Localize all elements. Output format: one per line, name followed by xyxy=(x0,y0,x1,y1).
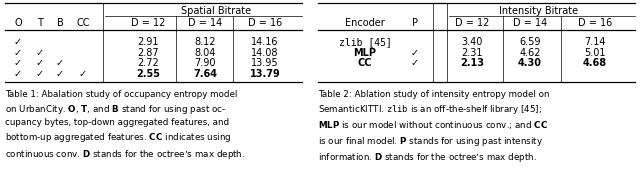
Text: ✓: ✓ xyxy=(14,48,22,58)
Text: 14.08: 14.08 xyxy=(252,48,279,58)
Text: Spatial Bitrate: Spatial Bitrate xyxy=(181,6,252,16)
Text: 7.14: 7.14 xyxy=(584,37,605,47)
Text: D = 12: D = 12 xyxy=(455,18,489,28)
Text: ✓: ✓ xyxy=(14,37,22,47)
Text: Intensity Bitrate: Intensity Bitrate xyxy=(499,6,578,16)
Text: ✓: ✓ xyxy=(411,58,419,68)
Text: D = 16: D = 16 xyxy=(578,18,612,28)
Text: D = 14: D = 14 xyxy=(513,18,547,28)
Text: ✓: ✓ xyxy=(36,48,44,58)
Text: ✓: ✓ xyxy=(36,58,44,68)
Text: O: O xyxy=(14,18,22,28)
Text: 7.90: 7.90 xyxy=(195,58,216,68)
Text: Table 1: Abalation study of occupancy entropy model
on UrbanCity. $\mathbf{O}$, : Table 1: Abalation study of occupancy en… xyxy=(5,90,245,161)
Text: 8.04: 8.04 xyxy=(195,48,216,58)
Text: 3.40: 3.40 xyxy=(461,37,483,47)
Text: 2.87: 2.87 xyxy=(137,48,159,58)
Text: ✓: ✓ xyxy=(56,58,64,68)
Text: 2.13: 2.13 xyxy=(460,58,484,68)
Text: 6.59: 6.59 xyxy=(519,37,541,47)
Text: 14.16: 14.16 xyxy=(252,37,279,47)
Text: 4.62: 4.62 xyxy=(519,48,541,58)
Text: ✓: ✓ xyxy=(411,48,419,58)
Text: ✓: ✓ xyxy=(14,69,22,79)
Text: ✓: ✓ xyxy=(79,69,87,79)
Text: ✓: ✓ xyxy=(36,69,44,79)
Text: 2.72: 2.72 xyxy=(137,58,159,68)
Text: D = 12: D = 12 xyxy=(131,18,165,28)
Text: Encoder: Encoder xyxy=(345,18,385,28)
Text: T: T xyxy=(37,18,43,28)
Text: CC: CC xyxy=(358,58,372,68)
Text: 2.91: 2.91 xyxy=(137,37,159,47)
Text: zlib [45]: zlib [45] xyxy=(339,37,392,47)
Text: MLP: MLP xyxy=(353,48,376,58)
Text: ✓: ✓ xyxy=(56,69,64,79)
Text: 4.68: 4.68 xyxy=(583,58,607,68)
Text: 13.95: 13.95 xyxy=(251,58,279,68)
Text: B: B xyxy=(56,18,63,28)
Text: Table 2: Ablation study of intensity entropy model on
SemanticKITTI. $\mathtt{zl: Table 2: Ablation study of intensity ent… xyxy=(318,90,550,164)
Text: D = 14: D = 14 xyxy=(188,18,222,28)
Text: 2.31: 2.31 xyxy=(461,48,483,58)
Text: 5.01: 5.01 xyxy=(584,48,605,58)
Text: P: P xyxy=(412,18,418,28)
Text: 2.55: 2.55 xyxy=(136,69,160,79)
Text: ✓: ✓ xyxy=(14,58,22,68)
Text: 4.30: 4.30 xyxy=(518,58,542,68)
Text: 8.12: 8.12 xyxy=(195,37,216,47)
Text: 7.64: 7.64 xyxy=(193,69,217,79)
Text: 13.79: 13.79 xyxy=(250,69,280,79)
Text: CC: CC xyxy=(76,18,90,28)
Text: D = 16: D = 16 xyxy=(248,18,282,28)
